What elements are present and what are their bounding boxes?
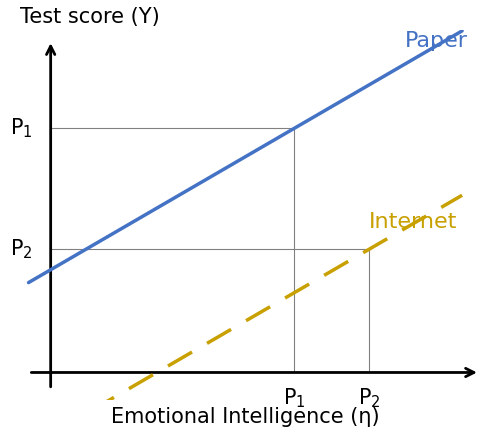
Text: P$_2$: P$_2$ <box>10 237 33 261</box>
Text: P$_2$: P$_2$ <box>358 386 380 410</box>
Text: Paper: Paper <box>404 31 468 51</box>
Text: Internet: Internet <box>369 212 458 232</box>
Text: P$_1$: P$_1$ <box>10 116 33 140</box>
Text: P$_1$: P$_1$ <box>282 386 306 410</box>
Text: Test score (Y): Test score (Y) <box>20 6 160 26</box>
Text: Emotional Intelligence (η): Emotional Intelligence (η) <box>111 407 380 427</box>
